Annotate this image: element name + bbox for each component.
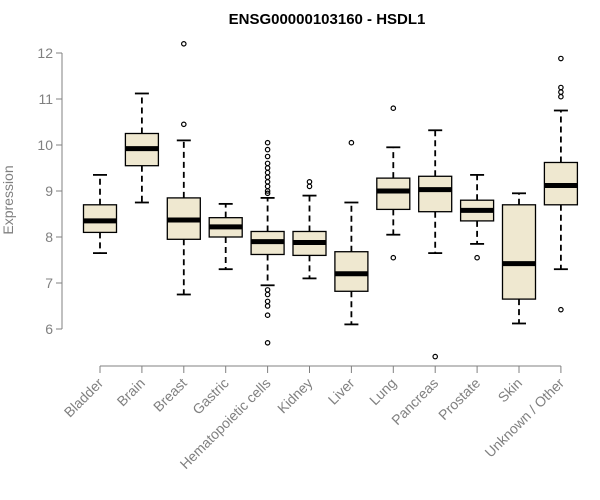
outlier-point [390, 105, 397, 112]
y-axis: 6 7 8 9 10 11 12 [37, 45, 63, 337]
outlier-point [558, 84, 564, 91]
boxes-group [82, 40, 579, 360]
outlier-point [264, 169, 271, 176]
outlier-point [264, 303, 271, 309]
y-tick-label: 8 [45, 229, 53, 245]
y-tick-label: 12 [37, 45, 53, 61]
outlier-point [558, 89, 564, 95]
box-gastric [208, 202, 243, 271]
box-kidney [292, 179, 327, 280]
box-pancreas [418, 129, 453, 360]
outlier-point [264, 190, 271, 197]
outlier-point [264, 146, 271, 153]
outlier-point [264, 165, 271, 171]
outlier-point [264, 188, 271, 194]
outlier-point [264, 291, 271, 298]
outlier-point [181, 121, 187, 128]
outlier-point [264, 179, 271, 185]
box-skin [501, 192, 537, 325]
outlier-point [264, 183, 271, 190]
outlier-point [264, 298, 271, 305]
x-tick-label: Bladder [61, 375, 107, 421]
outlier-point [264, 312, 271, 319]
y-tick-label: 6 [45, 321, 53, 337]
x-tick-label: Unknown / Other [481, 375, 567, 461]
outlier-point [264, 174, 271, 181]
x-tick-label: Prostate [435, 375, 483, 423]
outlier-point [264, 139, 271, 146]
outlier-point [264, 339, 271, 346]
y-tick-label: 7 [45, 275, 53, 291]
chart-title: ENSG00000103160 - HSDL1 [229, 11, 426, 28]
outlier-point [558, 55, 564, 62]
y-tick-label: 9 [45, 183, 53, 199]
x-tick-label: Pancreas [388, 375, 441, 428]
outlier-point [558, 93, 564, 100]
x-tick-label: Lung [366, 375, 399, 408]
box-unknown-other [543, 55, 579, 313]
outlier-point [306, 183, 313, 190]
box-prostate [459, 173, 495, 261]
y-axis-label: Expression [0, 165, 16, 234]
box-hematopoietic-cells [250, 139, 285, 346]
y-tick-label: 10 [37, 137, 53, 153]
x-tick-label: Liver [325, 375, 358, 408]
x-tick-label: Kidney [274, 375, 316, 417]
outlier-point [264, 287, 271, 293]
box-breast [166, 40, 201, 296]
outlier-point [181, 40, 187, 47]
box-brain [124, 92, 160, 204]
x-tick-label: Skin [495, 375, 526, 406]
outlier-point [306, 179, 313, 185]
box-iqr [501, 204, 537, 300]
box-liver [334, 139, 369, 326]
outlier-point [432, 353, 439, 360]
outlier-point [558, 306, 564, 313]
y-tick-label: 11 [38, 91, 53, 107]
x-tick-label: Breast [150, 375, 190, 415]
outlier-point [390, 254, 397, 261]
box-iqr [376, 177, 411, 211]
box-iqr [418, 175, 453, 213]
outlier-point [474, 254, 480, 261]
outlier-point [348, 139, 355, 146]
outlier-point [264, 153, 271, 160]
x-tick-label: Brain [114, 375, 148, 409]
box-lung [376, 105, 411, 261]
outlier-point [264, 160, 271, 167]
box-bladder [82, 173, 118, 255]
